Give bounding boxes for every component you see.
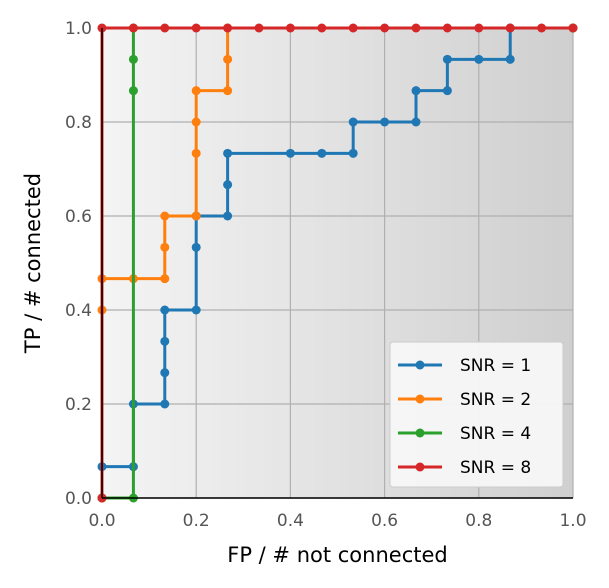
data-point xyxy=(223,180,233,190)
legend-item: SNR = 8 xyxy=(398,458,531,478)
data-point xyxy=(442,23,452,33)
y-tick-label: 1.0 xyxy=(65,19,92,39)
data-point xyxy=(348,117,358,127)
y-tick-label: 0.6 xyxy=(65,207,92,227)
y-tick-label: 0.2 xyxy=(65,395,92,415)
legend-label: SNR = 2 xyxy=(460,390,531,410)
x-tick-label: 0.4 xyxy=(277,511,304,531)
data-point xyxy=(160,368,170,378)
data-point xyxy=(442,86,452,96)
data-point xyxy=(411,117,421,127)
data-point xyxy=(160,336,170,346)
data-point xyxy=(474,54,484,64)
data-point xyxy=(223,23,233,33)
data-point xyxy=(223,211,233,221)
data-point xyxy=(317,148,327,158)
data-point xyxy=(568,23,578,33)
legend-item: SNR = 4 xyxy=(398,424,531,444)
data-point xyxy=(380,117,390,127)
data-point xyxy=(191,23,201,33)
data-point xyxy=(191,117,201,127)
data-point xyxy=(191,86,201,96)
data-point xyxy=(442,54,452,64)
legend-box xyxy=(389,341,564,488)
data-point xyxy=(285,148,295,158)
data-point xyxy=(128,86,138,96)
data-point xyxy=(191,242,201,252)
data-point xyxy=(160,274,170,284)
data-point xyxy=(191,211,201,221)
x-axis-label: FP / # not connected xyxy=(227,543,447,567)
legend-marker xyxy=(415,462,425,472)
data-point xyxy=(348,148,358,158)
axes xyxy=(101,28,573,499)
data-point xyxy=(380,23,390,33)
x-tick-label: 1.0 xyxy=(559,511,586,531)
x-tick-label: 0.0 xyxy=(88,511,115,531)
x-tick-label: 0.8 xyxy=(465,511,492,531)
data-point xyxy=(223,54,233,64)
data-point xyxy=(505,23,515,33)
data-point xyxy=(505,54,515,64)
legend-marker xyxy=(415,394,425,404)
data-point xyxy=(160,23,170,33)
data-point xyxy=(191,148,201,158)
x-tick-labels: 0.0 0.2 0.4 0.6 0.8 1.0 xyxy=(88,511,586,531)
legend-marker xyxy=(415,360,425,370)
legend-label: SNR = 4 xyxy=(460,424,531,444)
data-point xyxy=(191,305,201,315)
legend: SNR = 1 SNR = 2 SNR = 4 SNR = 8 xyxy=(389,341,564,488)
data-point xyxy=(160,211,170,221)
y-tick-labels: 0.0 0.2 0.4 0.6 0.8 1.0 xyxy=(65,19,92,509)
data-point xyxy=(317,23,327,33)
data-point xyxy=(474,23,484,33)
legend-label: SNR = 8 xyxy=(460,458,531,478)
legend-item: SNR = 1 xyxy=(398,356,531,376)
y-tick-label: 0.4 xyxy=(65,301,92,321)
data-point xyxy=(128,23,138,33)
data-point xyxy=(411,23,421,33)
data-point xyxy=(223,148,233,158)
data-point xyxy=(254,23,264,33)
data-point xyxy=(411,86,421,96)
data-point xyxy=(160,305,170,315)
data-point xyxy=(160,399,170,409)
legend-item: SNR = 2 xyxy=(398,390,531,410)
series-layer xyxy=(97,23,578,503)
data-point xyxy=(348,23,358,33)
x-tick-label: 0.6 xyxy=(371,511,398,531)
y-tick-label: 0.0 xyxy=(65,489,92,509)
x-tick-label: 0.2 xyxy=(183,511,210,531)
data-point xyxy=(223,86,233,96)
y-tick-label: 0.8 xyxy=(65,113,92,133)
legend-label: SNR = 1 xyxy=(460,356,531,376)
data-point xyxy=(537,23,547,33)
data-point xyxy=(160,242,170,252)
data-point xyxy=(128,54,138,64)
series-snr-8 xyxy=(97,23,578,503)
data-point xyxy=(285,23,295,33)
y-axis-label: TP / # connected xyxy=(21,173,45,354)
legend-marker xyxy=(415,428,425,438)
